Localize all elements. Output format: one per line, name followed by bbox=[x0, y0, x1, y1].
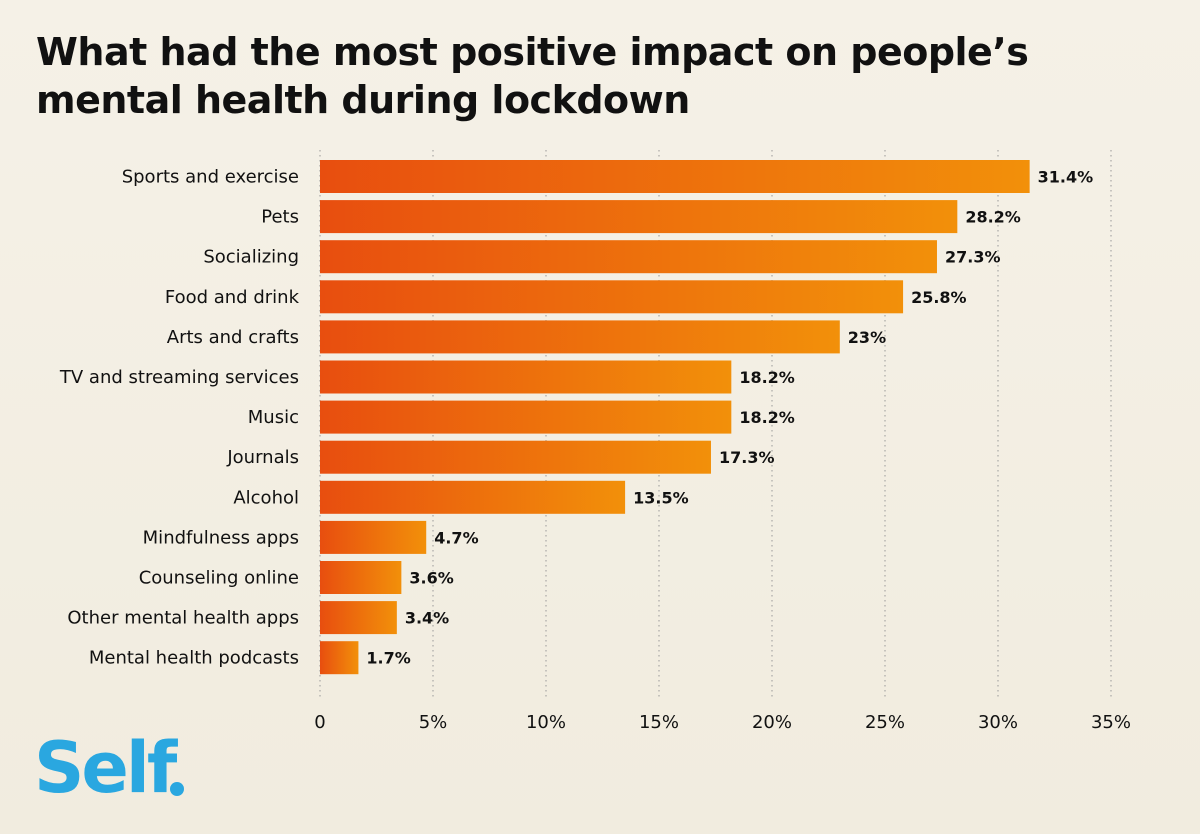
category-label: Arts and crafts bbox=[167, 327, 299, 348]
value-label: 17.3% bbox=[719, 448, 775, 467]
bar bbox=[320, 561, 402, 594]
bar bbox=[320, 520, 427, 554]
value-label: 28.2% bbox=[965, 208, 1021, 227]
value-label: 23% bbox=[848, 328, 886, 347]
chart-title: What had the most positive impact on peo… bbox=[36, 28, 1136, 124]
category-label: Other mental health apps bbox=[67, 608, 299, 629]
bar bbox=[320, 440, 711, 474]
chart-title-line-2: mental health during lockdown bbox=[36, 78, 690, 122]
category-label: Socializing bbox=[203, 247, 299, 268]
x-tick-label: 30% bbox=[978, 712, 1018, 733]
bar bbox=[320, 240, 937, 274]
x-tick-label: 25% bbox=[865, 712, 905, 733]
bar bbox=[320, 280, 904, 314]
x-tick-label: 20% bbox=[752, 712, 792, 733]
chart-title-line-1: What had the most positive impact on peo… bbox=[36, 30, 1029, 74]
value-label: 4.7% bbox=[434, 528, 478, 547]
bar bbox=[320, 360, 732, 394]
bars bbox=[320, 160, 1030, 675]
bar bbox=[320, 480, 626, 514]
value-label: 3.6% bbox=[409, 569, 453, 588]
self-logo: Self bbox=[34, 727, 177, 809]
value-label: 25.8% bbox=[911, 288, 967, 307]
bar bbox=[320, 200, 958, 234]
value-label: 18.2% bbox=[739, 368, 795, 387]
x-tick-label: 0 bbox=[314, 712, 325, 733]
x-axis-ticks: 0 5% 10% 15% 20% 25% 30% 35% bbox=[314, 712, 1131, 733]
x-tick-label: 10% bbox=[526, 712, 566, 733]
value-label: 3.4% bbox=[405, 609, 449, 628]
x-tick-label: 5% bbox=[419, 712, 448, 733]
value-label: 18.2% bbox=[739, 408, 795, 427]
value-label: 13.5% bbox=[633, 488, 689, 507]
category-label: Sports and exercise bbox=[122, 167, 299, 188]
category-label: Food and drink bbox=[165, 287, 300, 308]
category-label: TV and streaming services bbox=[59, 367, 299, 388]
x-tick-label: 15% bbox=[639, 712, 679, 733]
category-label: Pets bbox=[261, 207, 299, 228]
value-label: 1.7% bbox=[366, 649, 410, 668]
value-label: 31.4% bbox=[1038, 168, 1094, 187]
value-label: 27.3% bbox=[945, 248, 1001, 267]
value-labels: 31.4% 28.2% 27.3% 25.8% 23% 18.2% 18.2% 17.3% 13… bbox=[366, 168, 1093, 668]
self-logo-dot bbox=[170, 782, 184, 796]
bar bbox=[320, 160, 1030, 193]
category-label: Journals bbox=[226, 447, 299, 468]
category-label: Music bbox=[248, 407, 299, 428]
bar bbox=[320, 400, 732, 434]
category-label: Mindfulness apps bbox=[143, 527, 299, 548]
category-labels: Sports and exercise Pets Socializing Food a… bbox=[59, 167, 300, 669]
category-label: Mental health podcasts bbox=[89, 648, 299, 669]
bar bbox=[320, 641, 359, 675]
category-label: Counseling online bbox=[139, 568, 299, 589]
x-tick-label: 35% bbox=[1091, 712, 1131, 733]
category-label: Alcohol bbox=[233, 487, 299, 508]
bar bbox=[320, 601, 397, 635]
bar bbox=[320, 320, 840, 354]
